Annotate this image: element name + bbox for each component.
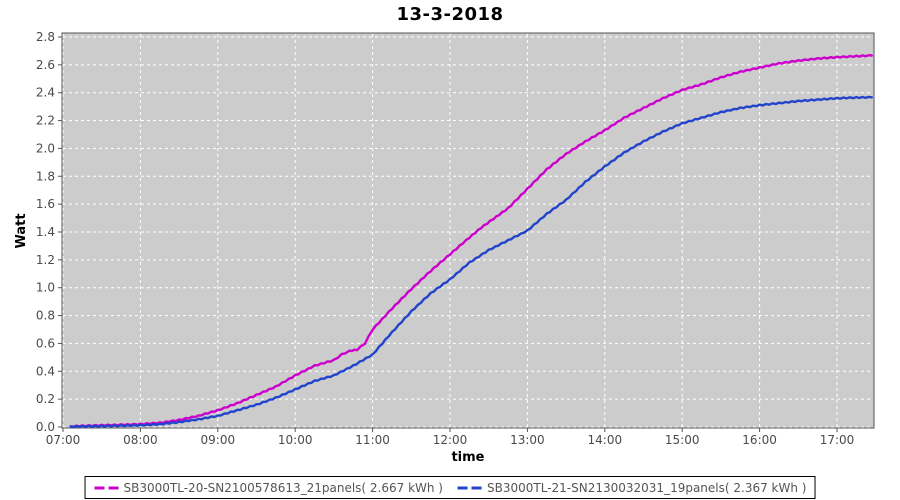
svg-text:09:00: 09:00 bbox=[201, 433, 236, 447]
svg-text:0.4: 0.4 bbox=[36, 364, 55, 378]
svg-text:1.2: 1.2 bbox=[36, 253, 55, 267]
svg-text:11:00: 11:00 bbox=[355, 433, 390, 447]
svg-text:2.2: 2.2 bbox=[36, 114, 55, 128]
svg-text:0.8: 0.8 bbox=[36, 309, 55, 323]
svg-text:0.2: 0.2 bbox=[36, 392, 55, 406]
svg-text:1.6: 1.6 bbox=[36, 197, 55, 211]
plot-background bbox=[61, 32, 875, 429]
svg-text:0.6: 0.6 bbox=[36, 336, 55, 350]
chart-title: 13-3-2018 bbox=[396, 4, 504, 25]
svg-text:1.4: 1.4 bbox=[36, 225, 55, 239]
svg-text:2.8: 2.8 bbox=[36, 30, 55, 44]
gridlines bbox=[62, 34, 873, 428]
svg-text:2.0: 2.0 bbox=[36, 141, 55, 155]
svg-text:10:00: 10:00 bbox=[278, 433, 313, 447]
legend-label-series2: SB3000TL-21-SN2130032031_19panels( 2.367… bbox=[487, 480, 807, 495]
svg-text:15:00: 15:00 bbox=[665, 433, 700, 447]
legend-line-swatch-blue bbox=[458, 486, 482, 489]
legend-item-series1: SB3000TL-20-SN2100578613_21panels( 2.667… bbox=[94, 481, 443, 495]
svg-text:08:00: 08:00 bbox=[123, 433, 158, 447]
svg-text:13:00: 13:00 bbox=[510, 433, 545, 447]
svg-text:1.0: 1.0 bbox=[36, 281, 55, 295]
svg-text:2.4: 2.4 bbox=[36, 86, 55, 100]
svg-text:12:00: 12:00 bbox=[433, 433, 468, 447]
svg-text:1.8: 1.8 bbox=[36, 169, 55, 183]
x-axis-label: time bbox=[451, 450, 485, 465]
axis-ticks bbox=[58, 36, 838, 432]
series-line-0 bbox=[69, 54, 873, 428]
svg-text:17:00: 17:00 bbox=[820, 433, 855, 447]
legend-item-series2: SB3000TL-21-SN2130032031_19panels( 2.367… bbox=[457, 481, 806, 495]
plot-area: 0.0 0.2 0.4 0.6 0.8 1.0 1.2 1.4 1.6 1.8 2.0 2.2 2.4 2… bbox=[36, 30, 875, 447]
svg-text:07:00: 07:00 bbox=[46, 433, 81, 447]
series-line-1 bbox=[69, 95, 873, 429]
svg-text:0.0: 0.0 bbox=[36, 420, 55, 434]
legend-line-swatch-magenta bbox=[94, 486, 119, 489]
svg-text:16:00: 16:00 bbox=[742, 433, 777, 447]
svg-text:2.6: 2.6 bbox=[36, 58, 55, 72]
legend-label-series1: SB3000TL-20-SN2100578613_21panels( 2.667… bbox=[123, 480, 443, 495]
legend: SB3000TL-20-SN2100578613_21panels( 2.667… bbox=[84, 476, 816, 499]
svg-text:14:00: 14:00 bbox=[588, 433, 623, 447]
axis-tick-labels: 0.0 0.2 0.4 0.6 0.8 1.0 1.2 1.4 1.6 1.8 2.0 2.2 2.4 2… bbox=[36, 30, 854, 447]
series-lines bbox=[69, 54, 873, 429]
